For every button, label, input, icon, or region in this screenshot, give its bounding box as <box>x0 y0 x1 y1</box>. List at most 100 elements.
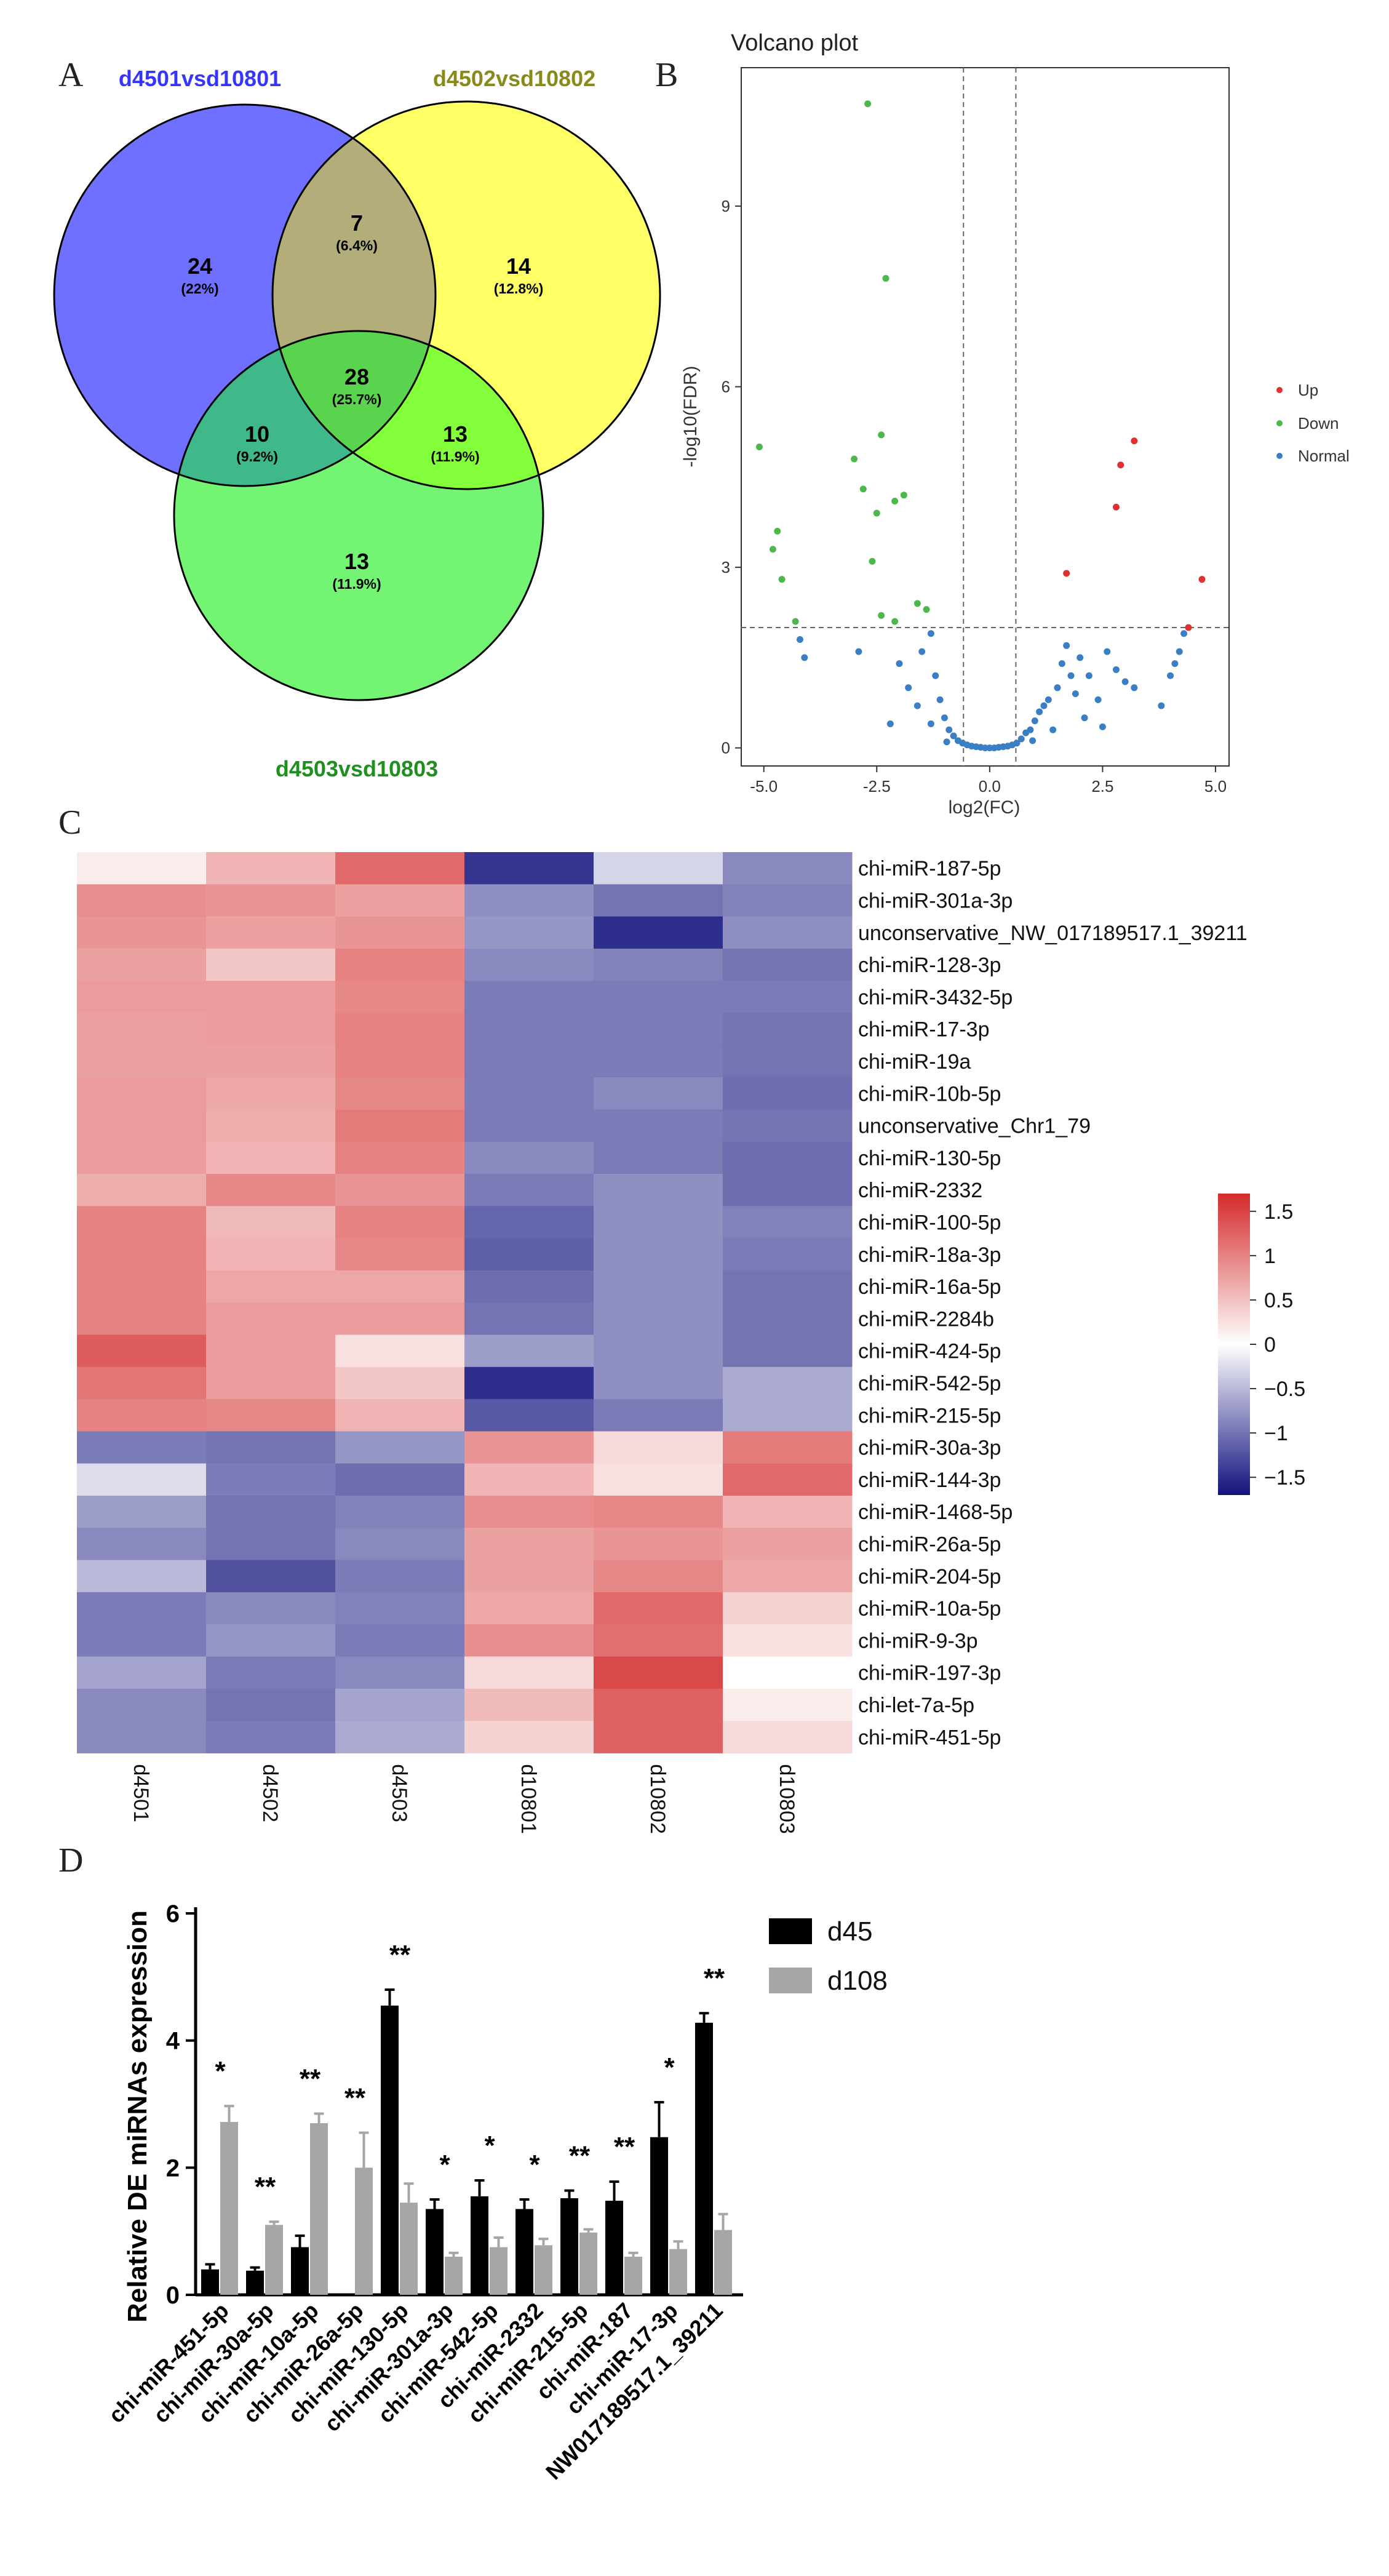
heatmap-cell <box>206 1109 336 1142</box>
heatmap-cell <box>594 1077 723 1110</box>
bar-significance: * <box>484 2131 495 2161</box>
volcano-point-down <box>851 455 858 463</box>
volcano-point-normal <box>941 714 948 722</box>
heatmap-cell <box>77 1141 207 1174</box>
heatmap-cell <box>464 1141 594 1174</box>
heatmap-row-label: chi-miR-197-3p <box>858 1662 1001 1685</box>
heatmap-cell <box>723 1656 853 1689</box>
heatmap-cell <box>335 1624 465 1657</box>
heatmap-cell <box>594 981 723 1013</box>
venn-count-only-b: 14 <box>506 253 531 279</box>
volcano-threshold-lines <box>741 68 1229 766</box>
heatmap-cell <box>77 1013 207 1046</box>
heatmap-row-label: chi-miR-3432-5p <box>858 986 1013 1009</box>
volcano-xlabel: log2(FC) <box>949 797 1021 818</box>
bar-d45 <box>426 2209 444 2295</box>
heatmap-cell <box>464 1270 594 1303</box>
volcano-title: Volcano plot <box>731 30 858 56</box>
volcano-point-normal <box>932 672 939 679</box>
colorbar-tick-label: −1.5 <box>1264 1466 1305 1489</box>
heatmap-cell <box>335 1721 465 1753</box>
heatmap-cell <box>77 981 207 1013</box>
venn-count-ac: 10 <box>245 421 269 447</box>
venn-count-all: 28 <box>344 364 369 389</box>
bar-ylabel: Relative DE miRNAs expression <box>122 1910 153 2323</box>
heatmap-cell <box>77 1560 207 1593</box>
bar-d45 <box>515 2209 533 2295</box>
bar-d108 <box>535 2245 552 2295</box>
volcano-point-normal <box>1167 672 1174 679</box>
heatmap-cell <box>464 1334 594 1368</box>
heatmap-cell <box>335 1431 465 1464</box>
venn-set-b-title: d4502vsd10802 <box>433 66 595 91</box>
heatmap-cell <box>594 1592 723 1625</box>
legend-down-marker <box>1276 420 1283 426</box>
volcano-point-normal <box>927 630 934 637</box>
bar-significance: ** <box>704 1963 725 1993</box>
legend-d45-label: d45 <box>827 1916 872 1947</box>
heatmap-cell <box>723 1624 853 1657</box>
heatmap-cell <box>77 1206 207 1239</box>
heatmap-cell <box>594 1141 723 1174</box>
heatmap-cell <box>594 1270 723 1303</box>
heatmap-row-label: unconservative_NW_017189517.1_39211 <box>858 922 1248 945</box>
heatmap-cell <box>464 1077 594 1110</box>
heatmap-cell <box>335 884 465 917</box>
heatmap-cell <box>77 1077 207 1110</box>
heatmap-cell <box>77 1496 207 1528</box>
colorbar-tick-label: 0 <box>1264 1333 1276 1357</box>
heatmap-row-label: chi-miR-18a-3p <box>858 1243 1001 1267</box>
heatmap-cell <box>723 1270 853 1303</box>
heatmap-row-label: chi-miR-128-3p <box>858 954 1001 977</box>
colorbar-tick-label: 1.5 <box>1264 1200 1293 1224</box>
volcano-point-normal <box>801 654 808 661</box>
heatmap-cell <box>335 1463 465 1496</box>
volcano-point-normal <box>1171 660 1179 668</box>
volcano-xtick-label: -2.5 <box>863 777 891 796</box>
volcano-point-normal <box>1077 654 1084 661</box>
heatmap-cell <box>335 1077 465 1110</box>
heatmap-cell <box>206 981 336 1013</box>
venn-pct-only-b: (12.8%) <box>494 281 544 297</box>
bar-significance: * <box>664 2052 675 2083</box>
volcano-xtick-label: 0.0 <box>979 777 1001 796</box>
heatmap-cell <box>594 1013 723 1046</box>
bar-d108 <box>669 2249 687 2295</box>
volcano-point-down <box>891 497 899 504</box>
volcano-point-normal <box>1072 690 1079 698</box>
heatmap-cell <box>206 1688 336 1721</box>
heatmap-cell <box>594 1560 723 1593</box>
heatmap-cell <box>594 1109 723 1142</box>
heatmap-row-label: chi-miR-100-5p <box>858 1211 1001 1234</box>
heatmap-cell <box>335 1399 465 1432</box>
panel-a-letter: A <box>58 56 84 94</box>
heatmap-row-label: chi-miR-144-3p <box>858 1469 1001 1492</box>
volcano-point-down <box>774 527 781 535</box>
heatmap-cell <box>464 1721 594 1753</box>
heatmap-cell <box>206 1238 336 1271</box>
bar-ytick-label: 6 <box>166 1900 180 1928</box>
panel-a: A d4501vsd10801 d4502vsd10802 d4503vsd10… <box>53 56 661 781</box>
heatmap-row-label: chi-miR-19a <box>858 1050 971 1074</box>
volcano-point-up <box>1185 624 1192 631</box>
venn-pct-all: (25.7%) <box>332 391 382 407</box>
heatmap-row-label: chi-miR-30a-3p <box>858 1437 1001 1460</box>
heatmap-row-label: chi-miR-10a-5p <box>858 1597 1001 1621</box>
volcano-point-up <box>1112 503 1120 511</box>
heatmap-cell <box>723 916 853 949</box>
heatmap-cell <box>723 884 853 917</box>
venn-overlap-bc-group <box>273 331 543 489</box>
heatmap-cell <box>723 1302 853 1335</box>
heatmap-cell <box>594 1656 723 1689</box>
heatmap-cell <box>594 1045 723 1078</box>
volcano-point-normal <box>1094 696 1102 703</box>
volcano-point-normal <box>1180 630 1188 637</box>
heatmap-row-label: chi-miR-1468-5p <box>858 1501 1013 1524</box>
heatmap-cell <box>335 1013 465 1046</box>
colorbar-tick-label: −0.5 <box>1264 1378 1305 1401</box>
heatmap-cell <box>335 1656 465 1689</box>
heatmap-cell <box>77 1174 207 1206</box>
heatmap-cell <box>464 1528 594 1561</box>
bar-d45 <box>471 2196 488 2295</box>
